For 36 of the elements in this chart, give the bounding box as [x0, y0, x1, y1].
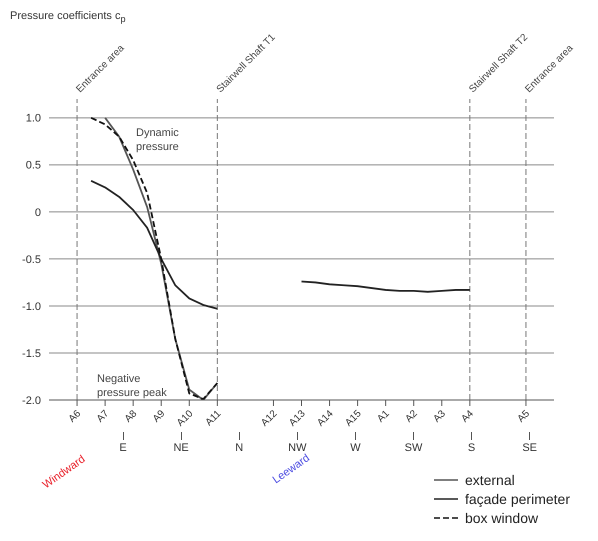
y-tick-label: 0.5	[26, 160, 41, 172]
text: NE	[173, 442, 189, 454]
x-tick-label: A12	[259, 408, 280, 429]
text: S	[468, 442, 476, 454]
legend-label: external	[464, 472, 515, 488]
x-tick-label: A2	[403, 408, 420, 425]
text: SE	[522, 442, 538, 454]
x-tick-label: A10	[175, 408, 196, 429]
x-tick-label: A6	[66, 408, 84, 425]
x-tick-label: A4	[460, 408, 476, 425]
x-tick-label: A9	[150, 408, 168, 425]
x-tick-label: A7	[94, 408, 112, 425]
text: N	[235, 442, 244, 454]
legend-label: box window	[464, 510, 538, 526]
y-tick-label: 0	[34, 206, 41, 219]
y-tick-label: -1.5	[22, 348, 41, 360]
y-tick-label: -2.0	[22, 394, 41, 407]
x-tick-label: A13	[287, 408, 308, 429]
y-tick-label: -1.0	[22, 300, 41, 313]
legend-label: façade perimeter	[464, 490, 570, 506]
text: SW	[404, 442, 422, 454]
text: NW	[288, 442, 306, 454]
x-tick-label: A11	[204, 408, 224, 428]
x-tick-label: A3	[431, 408, 448, 425]
chart-title: Pressure coefficients c$_{p}$	[10, 10, 126, 24]
x-tick-label: A15	[343, 408, 364, 429]
annotation: Negative pressure peak	[97, 372, 168, 400]
x-tick-label: A1	[375, 408, 392, 425]
y-tick-label: 1.0	[26, 112, 41, 125]
text: W	[350, 442, 361, 454]
text: E	[119, 442, 127, 454]
annotation: Dynamic pressure	[136, 126, 180, 154]
x-tick-label: A14	[315, 408, 336, 429]
y-tick-label: -0.5	[22, 254, 41, 266]
x-tick-label: A5	[516, 408, 532, 425]
x-tick-label: A8	[122, 408, 140, 425]
